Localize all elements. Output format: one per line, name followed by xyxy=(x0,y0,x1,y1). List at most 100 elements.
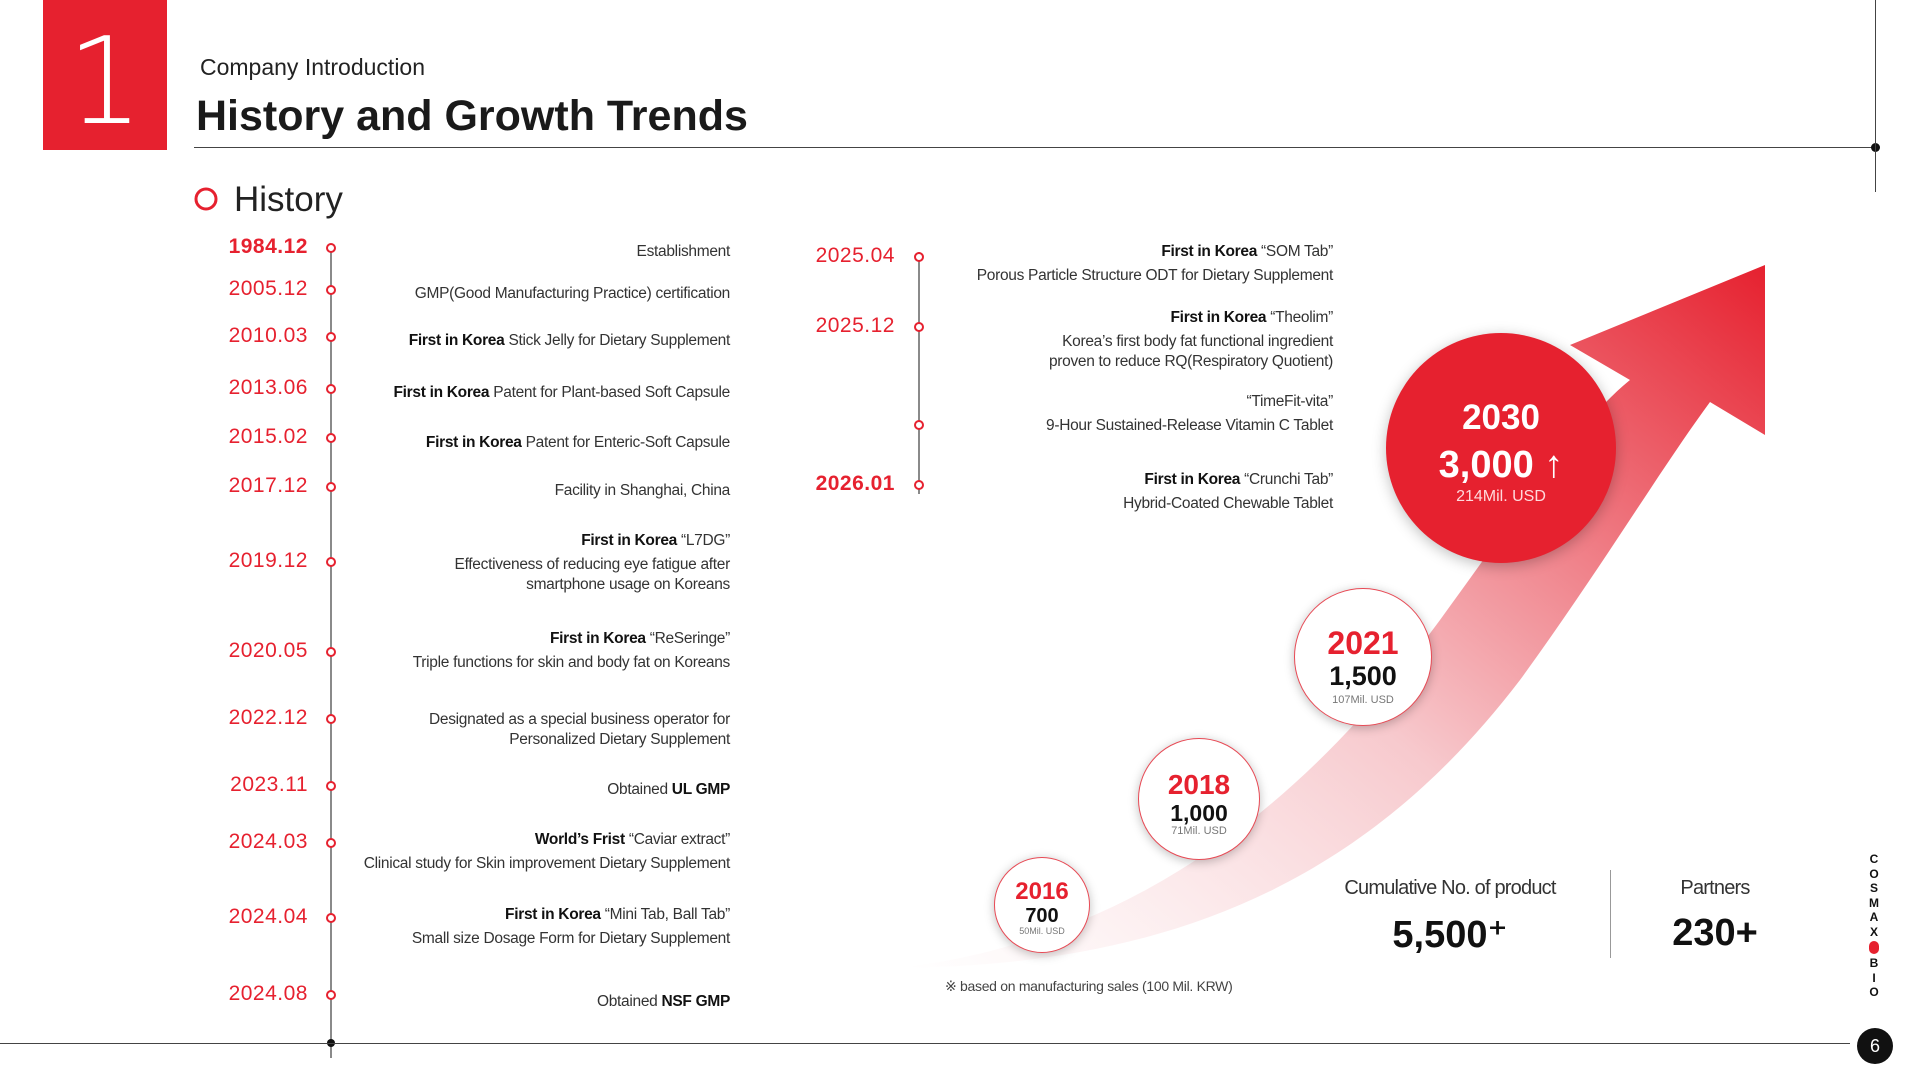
timeline-right-axis xyxy=(918,252,920,494)
timeline-entry: First in Korea “Theolim” Korea’s first bo… xyxy=(1023,308,1333,372)
timeline-text-bold: NSF GMP xyxy=(661,993,730,1010)
timeline-node xyxy=(326,913,336,923)
growth-value: 700 xyxy=(1025,905,1059,927)
timeline-entry-headline: World’s Frist “Caviar extract” xyxy=(535,831,730,848)
timeline-date: 2025.04 xyxy=(815,244,895,267)
growth-year: 2021 xyxy=(1327,625,1399,661)
growth-usd: 214Mil. USD xyxy=(1456,488,1546,505)
timeline-node xyxy=(326,647,336,657)
timeline-highlight: First in Korea xyxy=(1144,471,1241,488)
growth-year: 2030 xyxy=(1462,398,1540,437)
timeline-date: 2022.12 xyxy=(228,706,308,729)
timeline-entry: Establishment xyxy=(636,242,731,262)
brand-emblem-icon xyxy=(1869,941,1879,954)
timeline-text: Obtained xyxy=(607,781,672,798)
timeline-entry-headline: First in Korea “Crunchi Tab” xyxy=(1144,471,1333,488)
timeline-text-bold: UL GMP xyxy=(671,781,731,798)
circle-outline-icon xyxy=(194,187,218,211)
timeline-entry: First in Korea “Crunchi Tab” Hybrid-Coate… xyxy=(1123,470,1333,514)
growth-arrow-graphic xyxy=(900,265,1765,968)
timeline-date: 2010.03 xyxy=(228,324,308,347)
timeline-date: 2013.06 xyxy=(228,376,308,399)
timeline-date: 2019.12 xyxy=(228,549,308,572)
timeline-entry-headline: First in Korea “SOM Tab” xyxy=(1161,243,1333,260)
brand-letter: A xyxy=(1869,910,1879,924)
timeline-highlight: First in Korea xyxy=(408,332,505,349)
timeline-entry-headline: Obtained NSF GMP xyxy=(597,993,730,1010)
timeline-text: Patent for Enteric-Soft Capsule xyxy=(521,434,731,451)
timeline-node xyxy=(914,322,924,332)
timeline-entry: Obtained UL GMP xyxy=(607,780,730,800)
growth-usd: 107Mil. USD xyxy=(1332,694,1394,706)
partners-value: 230+ xyxy=(1672,912,1758,954)
timeline-entry: First in Korea “SOM Tab” Porous Particle … xyxy=(976,242,1334,286)
timeline-entry: First in Korea “L7DG” Effectiveness of re… xyxy=(400,531,731,595)
growth-year: 2018 xyxy=(1167,769,1231,800)
header-subtitle: Company Introduction xyxy=(200,54,426,80)
timeline-text: GMP(Good Manufacturing Practice) certifi… xyxy=(414,285,731,302)
timeline-subtext: Hybrid-Coated Chewable Tablet xyxy=(1123,495,1333,512)
timeline-entry: Facility in Shanghai, China xyxy=(555,481,731,501)
brand-letter: O xyxy=(1869,866,1879,881)
timeline-date: 2015.02 xyxy=(228,425,308,448)
timeline-entry-headline: First in Korea “Mini Tab, Ball Tab” xyxy=(505,906,730,923)
timeline-subtext: Triple functions for skin and body fat o… xyxy=(412,654,731,671)
timeline-entry-headline: Facility in Shanghai, China xyxy=(555,482,731,499)
timeline-entry-headline: First in Korea Patent for Enteric-Soft C… xyxy=(426,434,730,451)
timeline-node xyxy=(326,482,336,492)
growth-year: 2016 xyxy=(1015,878,1069,905)
timeline-subtext: Small size Dosage Form for Dietary Suppl… xyxy=(411,930,730,947)
timeline-entry-headline: Obtained UL GMP xyxy=(607,781,730,798)
timeline-text: Obtained xyxy=(596,993,662,1010)
timeline-entry-headline: GMP(Good Manufacturing Practice) certifi… xyxy=(414,285,731,302)
timeline-entry: First in Korea Stick Jelly for Dietary S… xyxy=(408,331,731,351)
brand-letter: O xyxy=(1869,985,1879,999)
timeline-text: “Caviar extract” xyxy=(624,831,730,848)
timeline-node xyxy=(326,243,336,253)
timeline-highlight: First in Korea xyxy=(393,384,490,401)
growth-bubble-2018: 2018 1,000 71Mil. USD xyxy=(1138,738,1260,860)
timeline-text: “Mini Tab, Ball Tab” xyxy=(600,906,731,923)
timeline-date: 2023.11 xyxy=(230,773,308,796)
timeline-text: “L7DG” xyxy=(676,532,730,549)
timeline-text: Establishment xyxy=(636,243,731,260)
timeline-highlight: World’s Frist xyxy=(534,831,625,848)
stats-divider xyxy=(1610,870,1611,958)
timeline-date: 2005.12 xyxy=(228,277,308,300)
timeline-text: “Theolim” xyxy=(1266,309,1333,326)
chart-footnote: ※ based on manufacturing sales (100 Mil.… xyxy=(945,978,1233,994)
timeline-entry-headline: First in Korea Patent for Plant-based So… xyxy=(393,384,730,401)
cumulative-products-label: Cumulative No. of product xyxy=(1344,877,1556,899)
growth-value: 1,000 xyxy=(1170,800,1228,826)
timeline-entry: “TimeFit-vita” 9-Hour Sustained-Release V… xyxy=(1046,392,1333,436)
timeline-highlight: First in Korea xyxy=(1161,243,1258,260)
section-number: 1 xyxy=(66,13,144,152)
timeline-subtext: Clinical study for Skin improvement Diet… xyxy=(363,855,731,872)
growth-usd: 50Mil. USD xyxy=(1019,926,1065,936)
timeline-subtext: Porous Particle Structure ODT for Dietar… xyxy=(976,267,1334,284)
timeline-entry: Designated as a special business operato… xyxy=(400,710,730,750)
timeline-date: 1984.12 xyxy=(228,235,308,258)
timeline-node xyxy=(914,480,924,490)
cumulative-products-value: 5,500⁺ xyxy=(1392,914,1508,956)
timeline-node xyxy=(326,285,336,295)
timeline-highlight: First in Korea xyxy=(425,434,522,451)
timeline-entry-headline: First in Korea Stick Jelly for Dietary S… xyxy=(408,332,731,349)
timeline-subtext: 9-Hour Sustained-Release Vitamin C Table… xyxy=(1046,417,1333,434)
timeline-node xyxy=(326,433,336,443)
timeline-subtext: Korea’s first body fat functional ingred… xyxy=(1048,333,1333,370)
timeline-node xyxy=(914,420,924,430)
timeline-node xyxy=(326,714,336,724)
timeline-entry: First in Korea “Mini Tab, Ball Tab” Small… xyxy=(412,905,730,949)
growth-bubble-2030: 2030 3,000 ↑ 214Mil. USD xyxy=(1386,333,1616,563)
timeline-node xyxy=(914,252,924,262)
timeline-date: 2026.01 xyxy=(815,472,895,495)
timeline-highlight: First in Korea xyxy=(581,532,677,549)
timeline-highlight: First in Korea xyxy=(1170,309,1267,326)
growth-bubble-2016: 2016 700 50Mil. USD xyxy=(994,857,1090,953)
timeline-subtext: Effectiveness of reducing eye fatigue af… xyxy=(454,556,731,593)
brand-letter: B xyxy=(1869,956,1879,970)
timeline-date: 2017.12 xyxy=(228,474,308,497)
brand-letter: X xyxy=(1869,924,1878,939)
